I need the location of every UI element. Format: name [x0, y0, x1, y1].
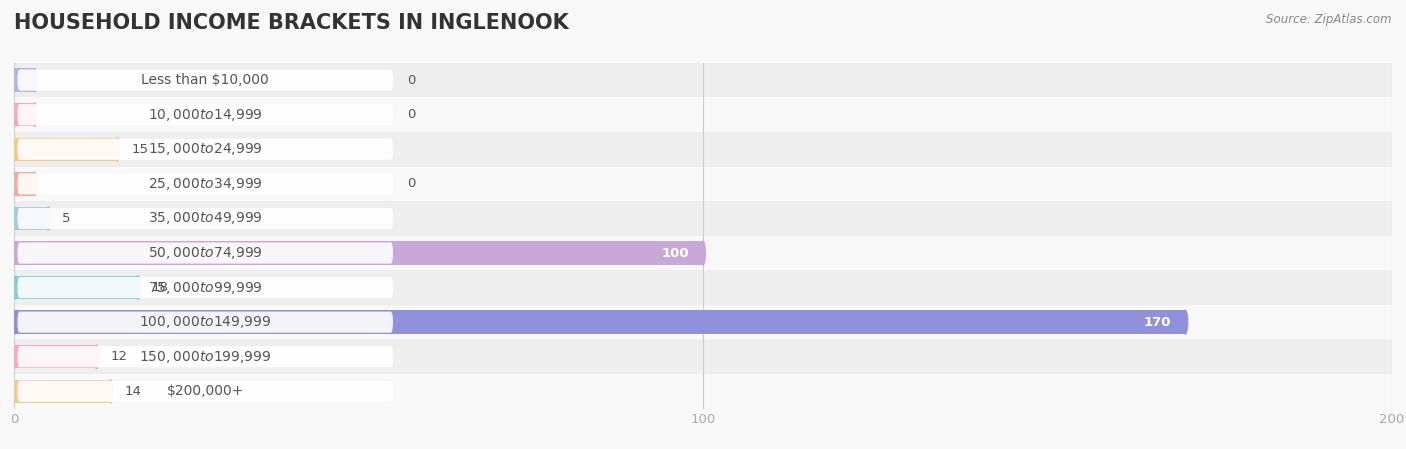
FancyBboxPatch shape	[17, 104, 394, 125]
Text: $50,000 to $74,999: $50,000 to $74,999	[148, 245, 263, 261]
Bar	[14, 207, 48, 230]
Circle shape	[32, 172, 37, 196]
Circle shape	[11, 172, 17, 196]
FancyBboxPatch shape	[17, 70, 394, 91]
Bar	[14, 132, 1392, 167]
Circle shape	[94, 345, 98, 369]
Text: 15: 15	[131, 143, 148, 156]
Text: $100,000 to $149,999: $100,000 to $149,999	[139, 314, 271, 330]
Circle shape	[11, 276, 17, 299]
Bar	[14, 241, 703, 265]
FancyBboxPatch shape	[17, 381, 394, 402]
Text: 14: 14	[124, 385, 141, 398]
Text: HOUSEHOLD INCOME BRACKETS IN INGLENOOK: HOUSEHOLD INCOME BRACKETS IN INGLENOOK	[14, 13, 569, 34]
Circle shape	[11, 379, 17, 403]
Text: 5: 5	[62, 212, 70, 225]
FancyBboxPatch shape	[17, 277, 394, 298]
Bar	[14, 276, 138, 299]
Bar	[14, 201, 1392, 236]
Circle shape	[11, 137, 17, 161]
Bar	[14, 270, 1392, 305]
Circle shape	[11, 68, 17, 92]
FancyBboxPatch shape	[17, 173, 394, 194]
Bar	[14, 167, 1392, 201]
Text: Source: ZipAtlas.com: Source: ZipAtlas.com	[1267, 13, 1392, 26]
Text: 100: 100	[662, 247, 689, 260]
Circle shape	[700, 241, 706, 265]
Bar	[14, 172, 35, 196]
Text: $75,000 to $99,999: $75,000 to $99,999	[148, 280, 263, 295]
Circle shape	[32, 68, 37, 92]
Circle shape	[11, 241, 17, 265]
Text: $35,000 to $49,999: $35,000 to $49,999	[148, 211, 263, 226]
Text: $150,000 to $199,999: $150,000 to $199,999	[139, 349, 271, 365]
Circle shape	[11, 103, 17, 127]
Text: Less than $10,000: Less than $10,000	[142, 73, 269, 87]
Bar	[14, 379, 111, 403]
Circle shape	[108, 379, 112, 403]
Circle shape	[11, 207, 17, 230]
Circle shape	[1182, 310, 1188, 334]
Text: 0: 0	[406, 177, 415, 190]
Text: 12: 12	[111, 350, 128, 363]
Text: 18: 18	[152, 281, 169, 294]
Circle shape	[46, 207, 51, 230]
Circle shape	[11, 345, 17, 369]
Text: $10,000 to $14,999: $10,000 to $14,999	[148, 107, 263, 123]
Text: 0: 0	[406, 108, 415, 121]
Bar	[14, 305, 1392, 339]
FancyBboxPatch shape	[17, 312, 394, 333]
Bar	[14, 339, 1392, 374]
Bar	[14, 97, 1392, 132]
FancyBboxPatch shape	[17, 242, 394, 264]
Circle shape	[32, 103, 37, 127]
Bar	[14, 137, 118, 161]
Bar	[14, 310, 1185, 334]
Text: $25,000 to $34,999: $25,000 to $34,999	[148, 176, 263, 192]
FancyBboxPatch shape	[17, 208, 394, 229]
Bar	[14, 103, 35, 127]
Circle shape	[11, 310, 17, 334]
Text: $15,000 to $24,999: $15,000 to $24,999	[148, 141, 263, 157]
Text: 170: 170	[1144, 316, 1171, 329]
FancyBboxPatch shape	[17, 346, 394, 367]
FancyBboxPatch shape	[17, 139, 394, 160]
Bar	[14, 68, 35, 92]
Circle shape	[136, 276, 141, 299]
Bar	[14, 236, 1392, 270]
Text: 0: 0	[406, 74, 415, 87]
Bar	[14, 63, 1392, 97]
Bar	[14, 374, 1392, 409]
Circle shape	[115, 137, 120, 161]
Text: $200,000+: $200,000+	[166, 384, 243, 398]
Bar	[14, 345, 97, 369]
